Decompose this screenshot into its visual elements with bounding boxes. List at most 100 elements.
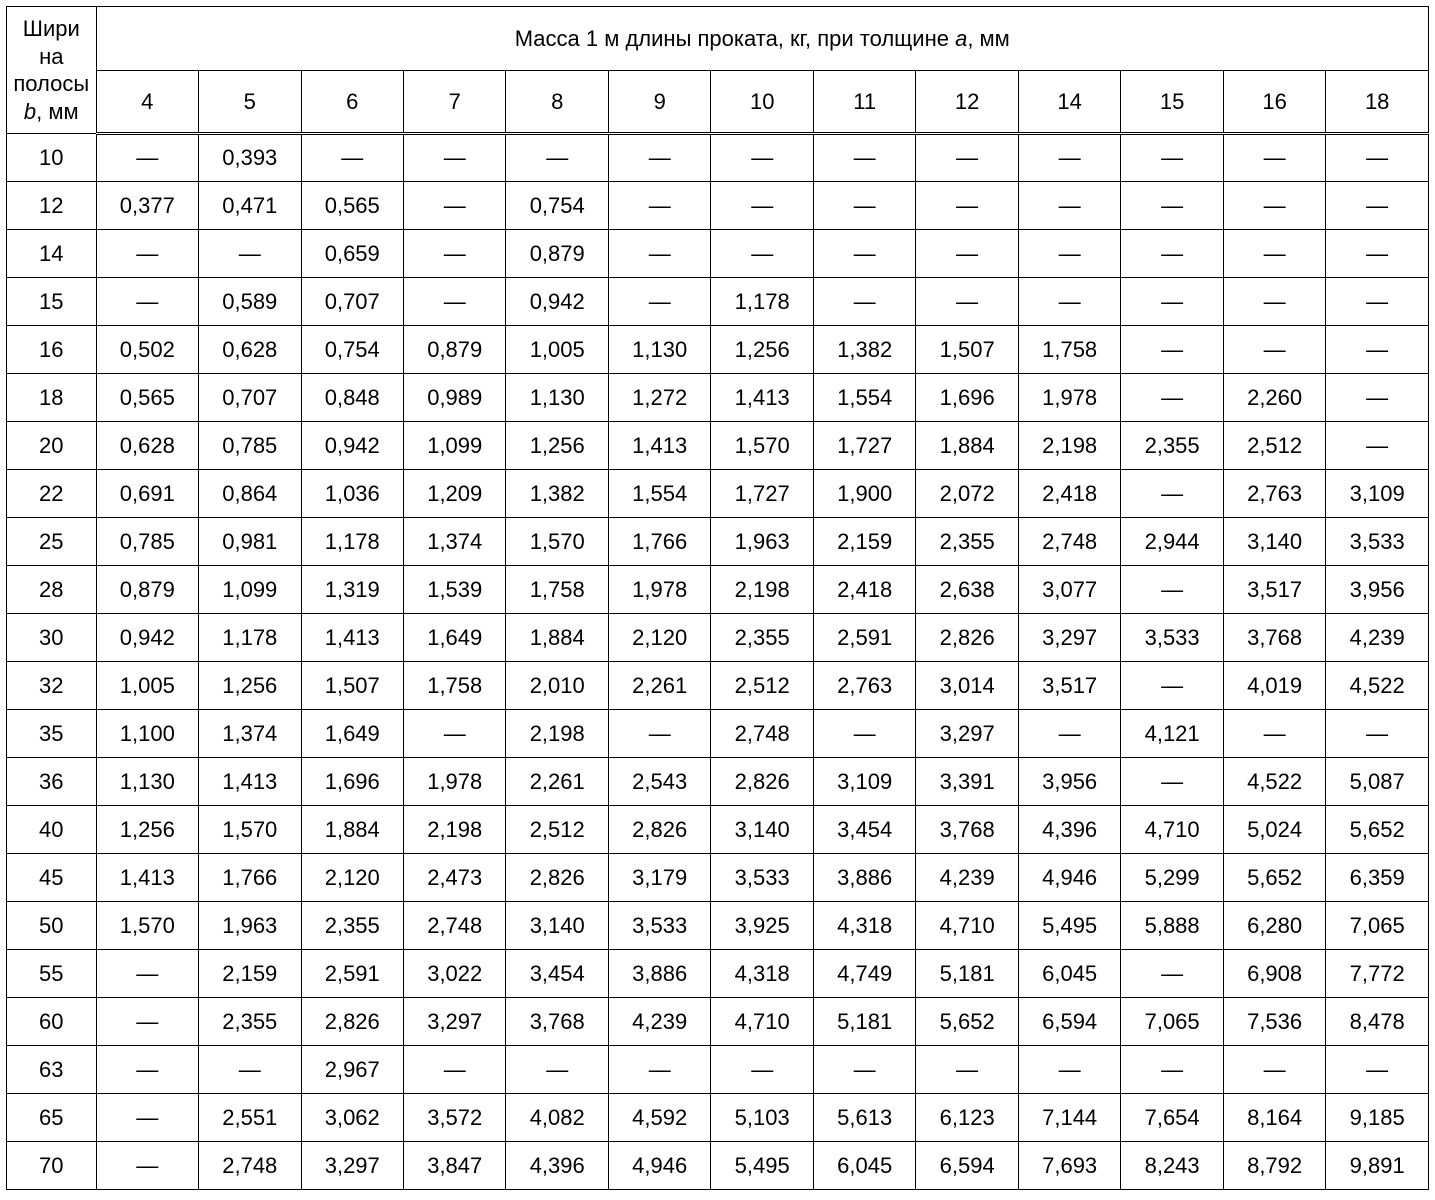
cell: 1,130 bbox=[608, 326, 710, 374]
cell: 2,763 bbox=[1223, 470, 1325, 518]
cell: 3,533 bbox=[711, 854, 813, 902]
cell: 3,014 bbox=[916, 662, 1018, 710]
cell: 1,554 bbox=[608, 470, 710, 518]
cell: — bbox=[813, 134, 915, 182]
table-row: 120,3770,4710,565—0,754———————— bbox=[7, 182, 1429, 230]
cell: 2,355 bbox=[916, 518, 1018, 566]
cell: 2,355 bbox=[199, 998, 301, 1046]
table-row: 70—2,7483,2973,8474,3964,9465,4956,0456,… bbox=[7, 1142, 1429, 1190]
cell: 3,140 bbox=[506, 902, 608, 950]
cell: 7,654 bbox=[1121, 1094, 1223, 1142]
table-row: 280,8791,0991,3191,5391,7581,9782,1982,4… bbox=[7, 566, 1429, 614]
cell: 2,120 bbox=[301, 854, 403, 902]
row-label: 18 bbox=[7, 374, 97, 422]
cell: 4,239 bbox=[1326, 614, 1429, 662]
cell: 2,198 bbox=[1018, 422, 1120, 470]
cell: — bbox=[96, 230, 198, 278]
cell: — bbox=[608, 278, 710, 326]
cell: — bbox=[96, 950, 198, 998]
row-header-unit: , мм bbox=[36, 99, 78, 124]
cell: — bbox=[608, 710, 710, 758]
cell: 3,768 bbox=[916, 806, 1018, 854]
cell: — bbox=[1018, 710, 1120, 758]
cell: 1,099 bbox=[404, 422, 506, 470]
cell: 4,710 bbox=[916, 902, 1018, 950]
cell: 0,628 bbox=[199, 326, 301, 374]
cell: 3,062 bbox=[301, 1094, 403, 1142]
cell: 8,243 bbox=[1121, 1142, 1223, 1190]
cell: — bbox=[1223, 1046, 1325, 1094]
cell: — bbox=[1018, 230, 1120, 278]
cell: — bbox=[96, 1094, 198, 1142]
row-label: 60 bbox=[7, 998, 97, 1046]
cell: 5,652 bbox=[1326, 806, 1429, 854]
cell: 3,847 bbox=[404, 1142, 506, 1190]
cell: 1,978 bbox=[404, 758, 506, 806]
cell: — bbox=[916, 182, 1018, 230]
cell: 2,748 bbox=[404, 902, 506, 950]
cell: 0,942 bbox=[506, 278, 608, 326]
cell: 3,297 bbox=[404, 998, 506, 1046]
cell: — bbox=[1121, 470, 1223, 518]
cell: — bbox=[1326, 230, 1429, 278]
cell: 1,978 bbox=[1018, 374, 1120, 422]
cell: 2,591 bbox=[813, 614, 915, 662]
cell: 2,826 bbox=[916, 614, 1018, 662]
row-label: 36 bbox=[7, 758, 97, 806]
cell: 4,239 bbox=[608, 998, 710, 1046]
cell: 5,613 bbox=[813, 1094, 915, 1142]
cell: 1,766 bbox=[199, 854, 301, 902]
cell: 0,707 bbox=[301, 278, 403, 326]
cell: 2,418 bbox=[1018, 470, 1120, 518]
cell: 0,691 bbox=[96, 470, 198, 518]
cell: 1,884 bbox=[916, 422, 1018, 470]
cell: 2,551 bbox=[199, 1094, 301, 1142]
cell: — bbox=[1121, 950, 1223, 998]
cell: 1,130 bbox=[96, 758, 198, 806]
cell: 0,942 bbox=[301, 422, 403, 470]
cell: — bbox=[96, 278, 198, 326]
cell: 0,879 bbox=[96, 566, 198, 614]
cell: 5,103 bbox=[711, 1094, 813, 1142]
cell: 5,087 bbox=[1326, 758, 1429, 806]
cell: 1,554 bbox=[813, 374, 915, 422]
row-label: 35 bbox=[7, 710, 97, 758]
cell: 3,297 bbox=[301, 1142, 403, 1190]
cell: 3,109 bbox=[1326, 470, 1429, 518]
cell: 1,036 bbox=[301, 470, 403, 518]
cell: — bbox=[506, 1046, 608, 1094]
cell: — bbox=[1121, 134, 1223, 182]
cell: — bbox=[1326, 422, 1429, 470]
cell: — bbox=[404, 278, 506, 326]
table-row: 220,6910,8641,0361,2091,3821,5541,7271,9… bbox=[7, 470, 1429, 518]
cell: — bbox=[813, 278, 915, 326]
col-header: 18 bbox=[1326, 70, 1429, 134]
cell: — bbox=[1223, 134, 1325, 182]
cell: — bbox=[916, 134, 1018, 182]
col-header: 6 bbox=[301, 70, 403, 134]
cell: 1,696 bbox=[916, 374, 1018, 422]
cell: — bbox=[1223, 278, 1325, 326]
cell: 2,261 bbox=[506, 758, 608, 806]
cell: — bbox=[1223, 230, 1325, 278]
cell: — bbox=[608, 230, 710, 278]
cell: 1,413 bbox=[711, 374, 813, 422]
cell: 1,319 bbox=[301, 566, 403, 614]
cell: 1,178 bbox=[711, 278, 813, 326]
cell: 1,374 bbox=[199, 710, 301, 758]
cell: 3,533 bbox=[1326, 518, 1429, 566]
cell: 0,502 bbox=[96, 326, 198, 374]
cell: 7,065 bbox=[1121, 998, 1223, 1046]
cell: 3,454 bbox=[506, 950, 608, 998]
cell: — bbox=[96, 1046, 198, 1094]
cell: 4,121 bbox=[1121, 710, 1223, 758]
cell: — bbox=[1223, 710, 1325, 758]
cell: — bbox=[1121, 278, 1223, 326]
cell: 3,109 bbox=[813, 758, 915, 806]
cell: — bbox=[506, 134, 608, 182]
table-row: 15—0,5890,707—0,942—1,178—————— bbox=[7, 278, 1429, 326]
cell: 4,396 bbox=[506, 1142, 608, 1190]
row-label: 28 bbox=[7, 566, 97, 614]
row-label: 70 bbox=[7, 1142, 97, 1190]
table-row: 401,2561,5701,8842,1982,5122,8263,1403,4… bbox=[7, 806, 1429, 854]
